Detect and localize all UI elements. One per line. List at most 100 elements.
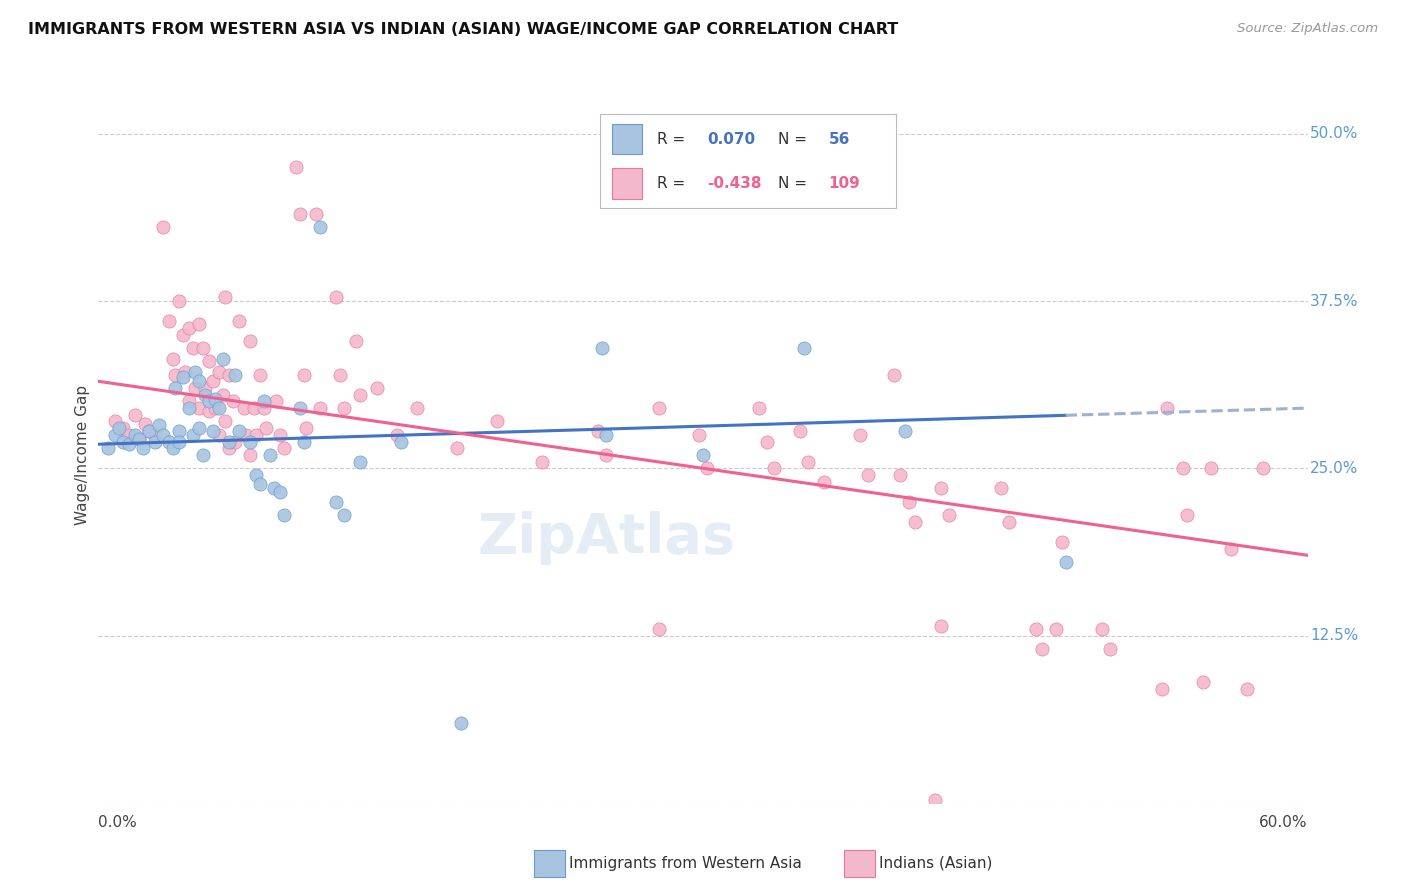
Point (188, 317, 211, 331)
Text: 0.0%: 0.0% (98, 815, 138, 830)
Text: ZipAtlas: ZipAtlas (477, 511, 735, 566)
Y-axis label: Wage/Income Gap: Wage/Income Gap (75, 384, 90, 525)
Point (242, 401, 264, 416)
Point (128, 432, 150, 446)
Point (883, 368, 905, 382)
Point (344, 334, 367, 349)
Point (893, 424, 915, 438)
Point (1024, 622, 1046, 636)
Point (849, 428, 872, 442)
Point (218, 442, 240, 456)
Point (295, 421, 318, 435)
Point (162, 351, 184, 366)
Point (163, 381, 186, 395)
Point (228, 424, 250, 438)
Point (167, 424, 190, 438)
Point (198, 394, 221, 409)
Point (181, 428, 204, 442)
Point (202, 375, 225, 389)
Point (177, 401, 201, 416)
Point (793, 341, 815, 355)
Point (177, 394, 201, 409)
Point (204, 401, 226, 416)
Point (111, 421, 134, 435)
Point (188, 421, 211, 435)
Point (253, 394, 276, 409)
Point (591, 341, 613, 355)
Point (1091, 622, 1114, 636)
Point (305, 207, 328, 221)
Point (756, 434, 779, 449)
Point (273, 442, 295, 456)
Text: 12.5%: 12.5% (1310, 628, 1358, 643)
Point (239, 448, 262, 462)
Point (325, 290, 347, 304)
Text: Source: ZipAtlas.com: Source: ZipAtlas.com (1237, 22, 1378, 36)
Point (897, 494, 920, 508)
Text: R =: R = (657, 176, 689, 191)
Point (1099, 642, 1122, 657)
Point (1191, 675, 1213, 690)
Point (647, 622, 669, 636)
Point (194, 388, 217, 402)
Point (103, 428, 125, 442)
Point (929, 619, 952, 633)
Text: 37.5%: 37.5% (1310, 293, 1358, 309)
Point (389, 434, 412, 449)
Text: 60.0%: 60.0% (1260, 815, 1308, 830)
Point (329, 368, 352, 382)
Point (157, 314, 180, 328)
Point (1050, 535, 1073, 549)
Point (167, 294, 190, 309)
Point (904, 515, 927, 529)
Point (325, 494, 347, 508)
Point (1054, 555, 1077, 569)
Text: R =: R = (657, 132, 689, 147)
Point (269, 428, 291, 442)
Point (924, 793, 946, 807)
Point (111, 434, 134, 449)
Point (235, 428, 257, 442)
Point (198, 354, 221, 368)
Point (107, 421, 129, 435)
Point (214, 290, 236, 304)
Text: N =: N = (778, 176, 811, 191)
Point (450, 715, 472, 730)
Bar (612, 169, 641, 199)
Point (239, 434, 262, 449)
Point (446, 442, 468, 456)
Point (595, 428, 617, 442)
Point (797, 455, 820, 469)
Text: N =: N = (778, 132, 811, 147)
Point (1031, 642, 1053, 657)
Point (202, 424, 225, 438)
Point (103, 415, 125, 429)
Point (124, 428, 146, 442)
Point (1171, 461, 1194, 475)
Point (239, 334, 262, 349)
Point (224, 368, 246, 382)
Point (249, 368, 271, 382)
Point (212, 351, 235, 366)
Point (333, 508, 356, 523)
Point (194, 381, 217, 395)
Point (222, 394, 245, 409)
Point (212, 388, 235, 402)
Point (1045, 622, 1067, 636)
Text: Immigrants from Western Asia: Immigrants from Western Asia (569, 856, 803, 871)
Point (214, 415, 236, 429)
Point (1251, 461, 1274, 475)
Point (218, 368, 240, 382)
Point (118, 437, 141, 451)
Point (292, 434, 315, 449)
Point (152, 428, 174, 442)
Point (1220, 541, 1243, 556)
Point (224, 434, 246, 449)
Point (349, 455, 371, 469)
Point (198, 404, 221, 418)
Point (858, 468, 880, 483)
Point (1236, 681, 1258, 696)
Point (138, 424, 160, 438)
Point (647, 401, 669, 416)
Point (208, 428, 231, 442)
